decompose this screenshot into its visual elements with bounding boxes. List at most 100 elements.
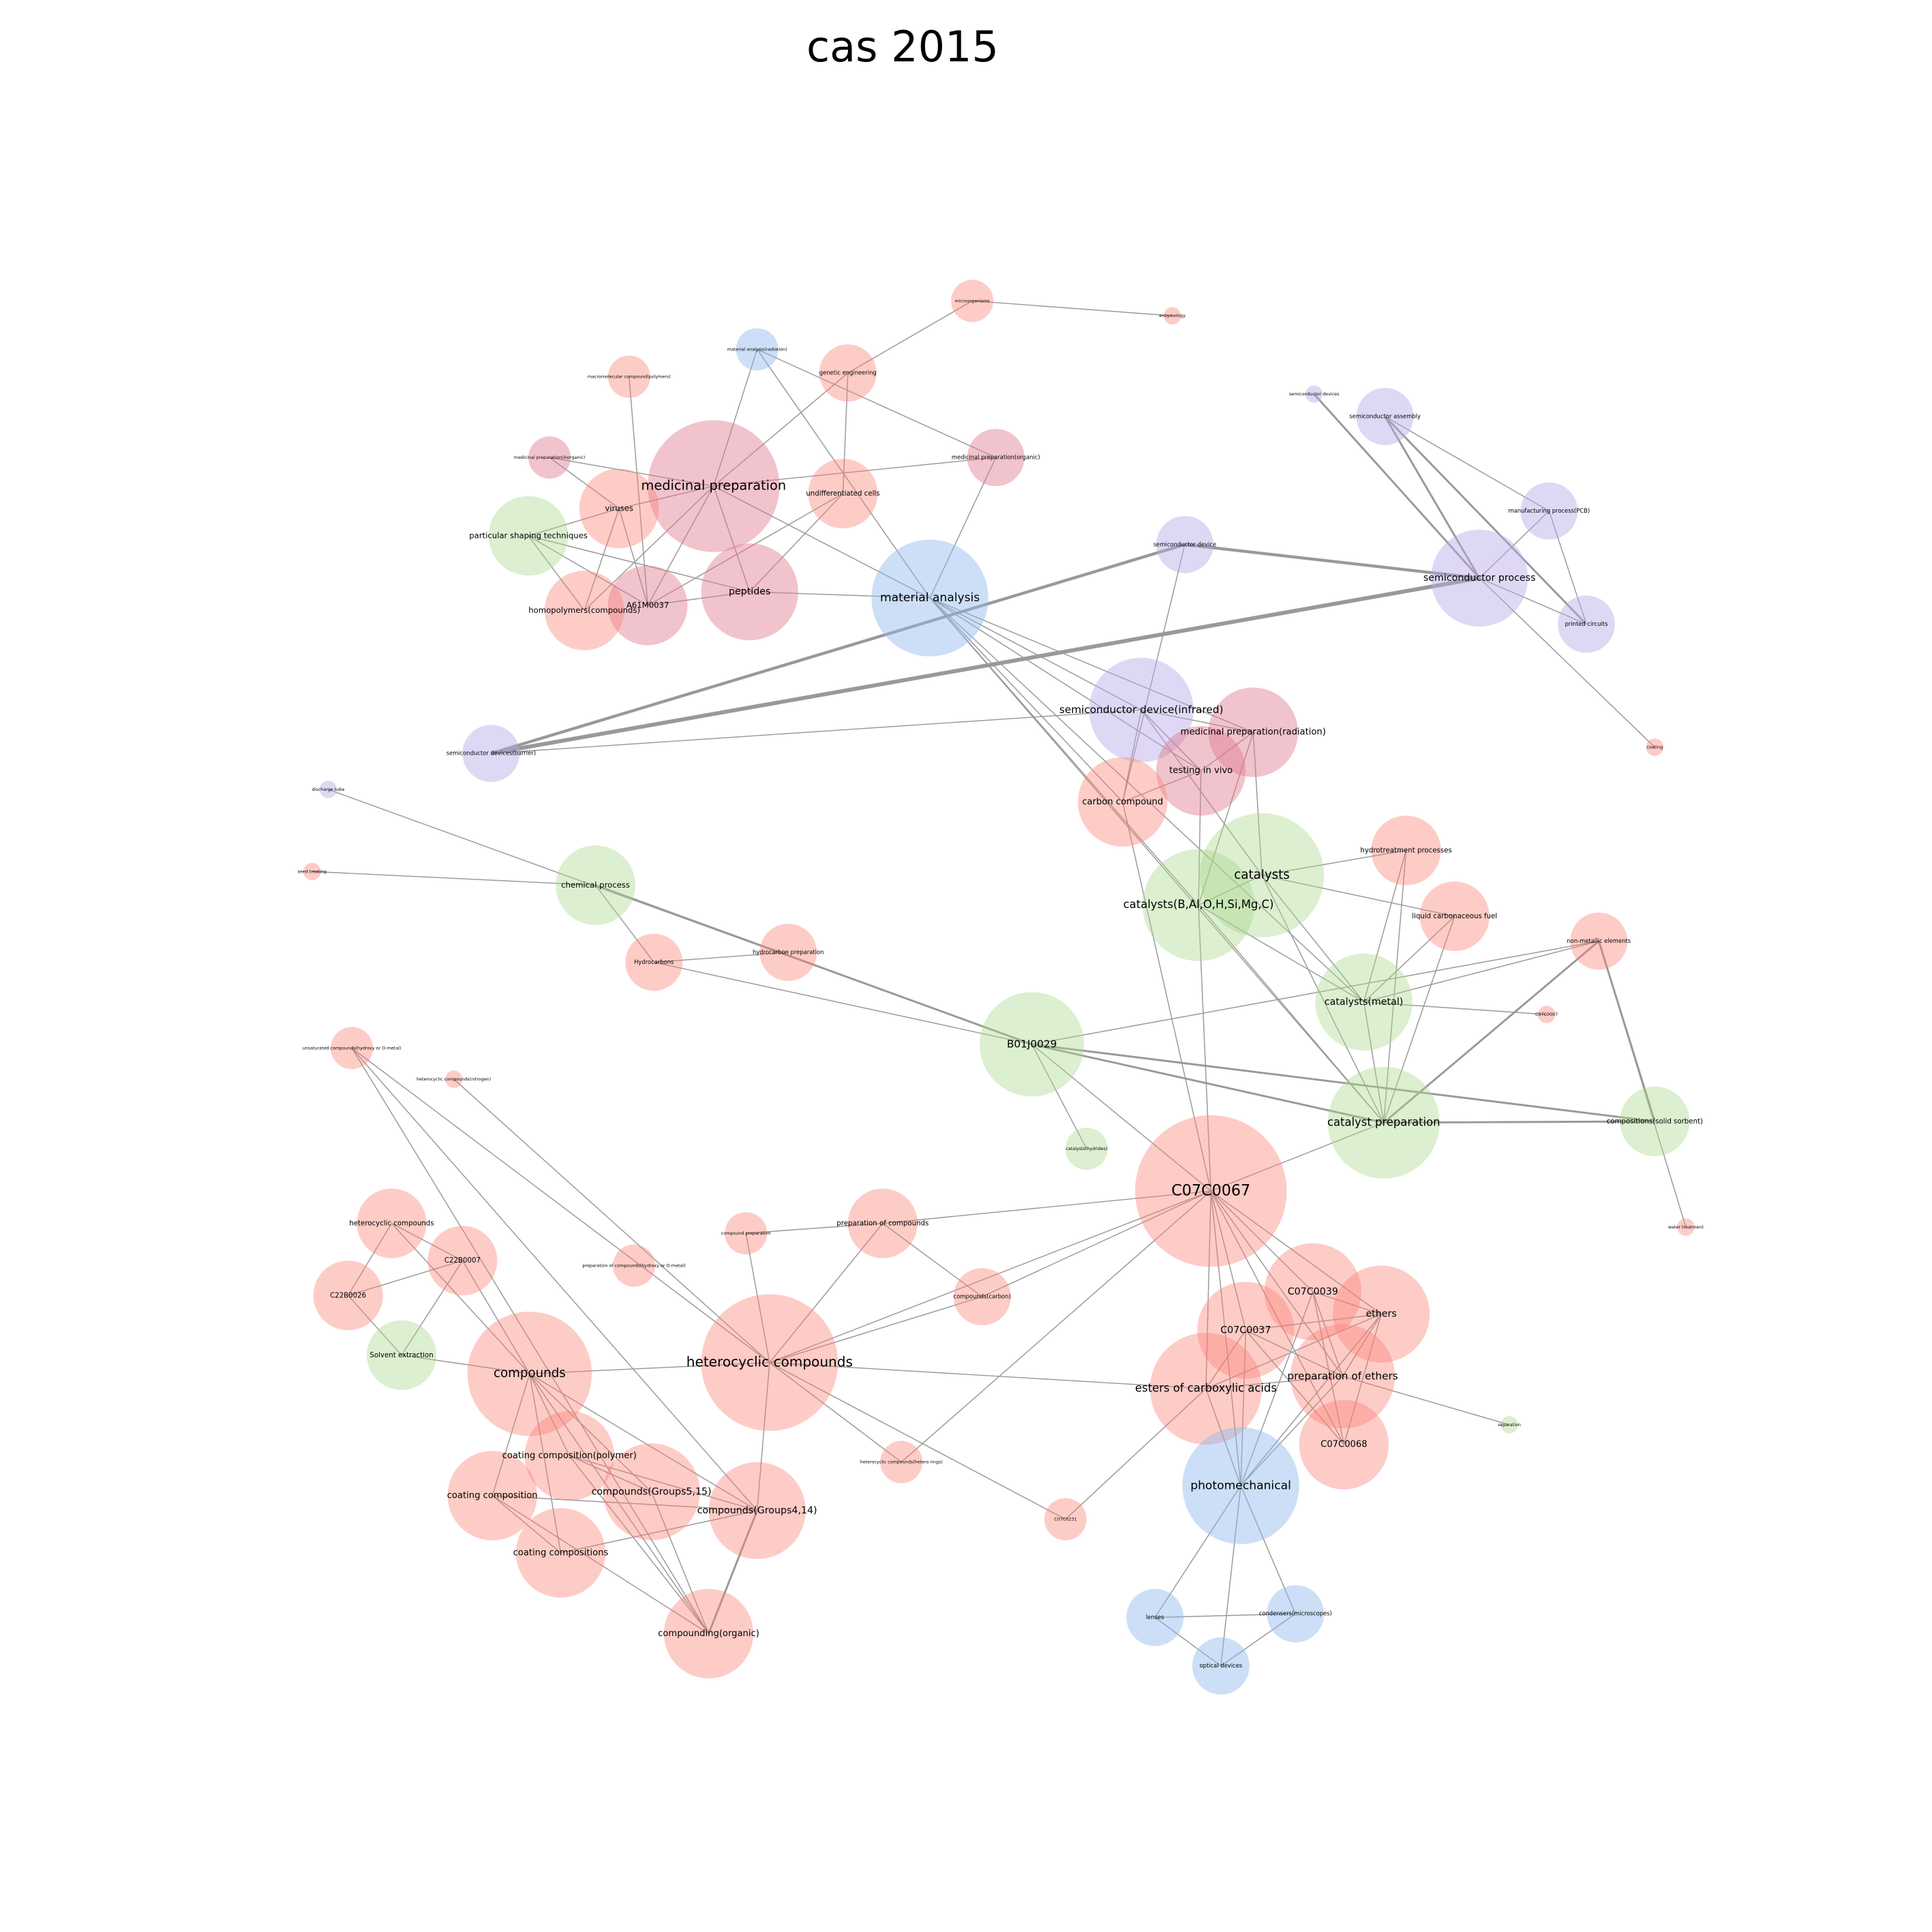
node <box>625 933 683 991</box>
node <box>663 1588 754 1678</box>
node-label: C22B0007 <box>444 1257 481 1265</box>
edge <box>1141 709 1202 772</box>
edge <box>1031 1044 1211 1192</box>
node-label: compounds(Groups4,14) <box>697 1505 817 1516</box>
node-label: compositions(solid sorbent) <box>1607 1118 1703 1126</box>
node <box>1419 881 1490 952</box>
edge <box>1154 1485 1241 1618</box>
edge <box>708 1510 758 1634</box>
edge <box>1122 544 1186 802</box>
node-label: Hydrocarbons <box>634 959 674 965</box>
edge <box>713 485 931 599</box>
edge <box>749 493 843 592</box>
edge <box>1198 905 1211 1192</box>
node <box>462 725 520 783</box>
edge <box>348 1223 393 1296</box>
edge <box>769 1362 1066 1520</box>
edge <box>1313 393 1481 579</box>
node-label: compounds(carbon) <box>954 1293 1011 1300</box>
node <box>1197 1282 1295 1379</box>
node <box>1537 1006 1556 1023</box>
node <box>1500 1416 1518 1434</box>
node-label: C07C0067 <box>1171 1182 1250 1200</box>
edge <box>549 457 620 509</box>
node-label: medicinal preparation <box>642 478 787 494</box>
edge <box>1210 1122 1385 1192</box>
node <box>579 468 659 549</box>
edge <box>401 1355 530 1374</box>
edge <box>529 1373 570 1456</box>
edge <box>1383 916 1455 1123</box>
edge <box>492 1495 709 1634</box>
node <box>708 1462 806 1559</box>
edge <box>1240 1485 1296 1614</box>
edge <box>1205 1329 1246 1389</box>
node-label: hydrotreatment processes <box>1360 847 1451 854</box>
node-label: peptides <box>729 586 771 597</box>
edge <box>1240 1314 1382 1486</box>
node-label: microorganisms <box>955 298 991 303</box>
node-label: C07C0007 <box>1535 1012 1558 1017</box>
node <box>1089 657 1194 762</box>
edge <box>929 597 1385 1123</box>
title: cas 2015 <box>806 22 999 72</box>
node-label: condensers(microscopes) <box>1259 1610 1332 1617</box>
edge <box>1031 1043 1385 1124</box>
node <box>1149 1332 1263 1445</box>
node-label: hydrocarbon preparation <box>753 948 824 955</box>
node-label: C07C0037 <box>1220 1325 1271 1335</box>
node-label: catalysts(B,Al,O,H,Si,Mg,C) <box>1123 898 1274 911</box>
nodes <box>303 280 1695 1695</box>
node <box>1677 1218 1695 1236</box>
node <box>544 571 624 650</box>
edge <box>769 1362 1207 1389</box>
node <box>357 1188 427 1258</box>
node-label: ethers <box>1365 1309 1396 1320</box>
node <box>467 1311 592 1436</box>
edge <box>1363 1001 1385 1123</box>
edge <box>1479 577 1655 748</box>
edge <box>529 1362 770 1374</box>
edge <box>757 349 931 599</box>
edge <box>756 1362 770 1511</box>
node <box>1126 1588 1184 1646</box>
node <box>444 1070 463 1088</box>
node <box>613 1244 656 1287</box>
edge <box>549 457 714 487</box>
node <box>1264 1243 1361 1340</box>
edge <box>1155 1613 1296 1618</box>
edge <box>769 1223 884 1363</box>
edge <box>648 591 750 606</box>
edge <box>569 1455 710 1634</box>
node <box>1156 515 1213 573</box>
edge <box>929 597 1202 772</box>
edge <box>982 1190 1211 1297</box>
node-label: B01J0029 <box>1007 1038 1057 1050</box>
node-label: catalysts(metal) <box>1325 997 1404 1008</box>
node <box>1156 726 1246 816</box>
node <box>1332 1265 1430 1363</box>
edge <box>972 300 1173 316</box>
node <box>1199 813 1325 938</box>
edge <box>757 348 997 458</box>
edge <box>401 1260 464 1356</box>
edge <box>618 508 648 606</box>
edge <box>528 508 620 537</box>
node-label: discharge tube <box>312 787 345 792</box>
node-label: semiconductor device(infrared) <box>1059 704 1224 716</box>
edge <box>1548 511 1587 624</box>
edge <box>1312 1291 1382 1315</box>
edge <box>629 376 648 606</box>
node <box>607 355 650 398</box>
node-label: C07C0231 <box>1054 1517 1076 1522</box>
node-label: viruses <box>605 503 633 513</box>
edge <box>769 1296 982 1363</box>
edge <box>1479 511 1550 579</box>
edge <box>1384 415 1588 625</box>
node <box>603 1443 700 1541</box>
node-label: manufacturing process(PCB) <box>1509 507 1590 514</box>
edge <box>1031 940 1599 1045</box>
node-label: photomechanical <box>1190 1479 1291 1492</box>
edge <box>929 457 997 599</box>
edge <box>584 508 620 611</box>
